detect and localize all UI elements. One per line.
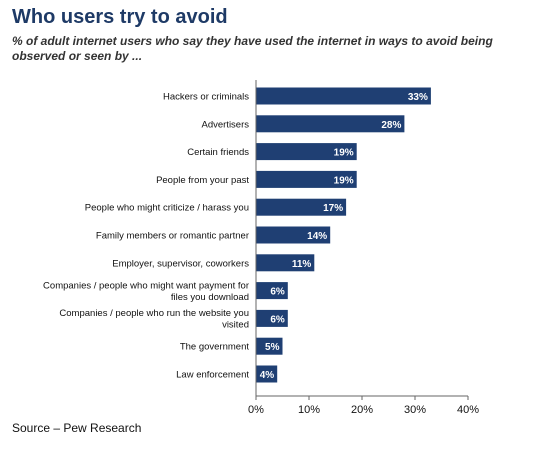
category-label: Advertisers	[201, 119, 249, 130]
bar	[256, 170, 357, 188]
category-labels-layer: Hackers or criminals Advertisers Certain f…	[43, 92, 249, 381]
value-label: 19%	[334, 175, 354, 186]
category-label: The government	[180, 342, 250, 353]
x-tick-label: 30%	[404, 404, 426, 416]
bar	[256, 87, 431, 105]
category-label: Companies / people who might want paymen…	[43, 280, 249, 303]
value-label: 5%	[265, 342, 280, 353]
value-label: 33%	[408, 92, 428, 103]
x-tick-label: 0%	[248, 404, 264, 416]
bar	[256, 143, 357, 161]
value-label: 19%	[334, 148, 354, 159]
chart-title: Who users try to avoid	[12, 6, 228, 28]
x-tick-label: 20%	[351, 404, 373, 416]
bar	[256, 254, 315, 272]
bar	[256, 198, 347, 216]
value-label: 28%	[381, 120, 401, 131]
value-label: 6%	[270, 287, 285, 298]
x-tick-label: 40%	[457, 404, 479, 416]
x-tick-label: 10%	[298, 404, 320, 416]
value-label: 6%	[270, 314, 285, 325]
value-label: 17%	[323, 203, 343, 214]
value-label: 4%	[260, 370, 275, 381]
value-label: 14%	[307, 231, 327, 242]
category-label: Employer, supervisor, coworkers	[112, 258, 249, 269]
category-label: Certain friends	[187, 147, 249, 158]
bars-layer	[256, 87, 431, 383]
chart-subtitle: % of adult internet users who say they h…	[12, 34, 493, 63]
category-label: People from your past	[156, 175, 249, 186]
source-note: Source – Pew Research	[12, 421, 142, 435]
category-label: Law enforcement	[176, 370, 249, 381]
value-label: 11%	[292, 259, 312, 270]
bar	[256, 226, 331, 244]
bar	[256, 115, 405, 133]
value-labels-layer: 33% 28% 19% 19% 17% 14% 11% 6% 6% 5% 4%	[260, 92, 428, 381]
bar	[256, 337, 283, 355]
category-label: Hackers or criminals	[163, 92, 249, 103]
bar	[256, 365, 278, 383]
bar	[256, 282, 288, 300]
category-label: People who might criticize / harass you	[85, 203, 249, 214]
x-axis: 0% 10% 20% 30% 40%	[248, 80, 479, 416]
category-label: Family members or romantic partner	[96, 231, 249, 242]
bar	[256, 309, 288, 327]
category-label: Companies / people who run the website y…	[59, 308, 249, 331]
